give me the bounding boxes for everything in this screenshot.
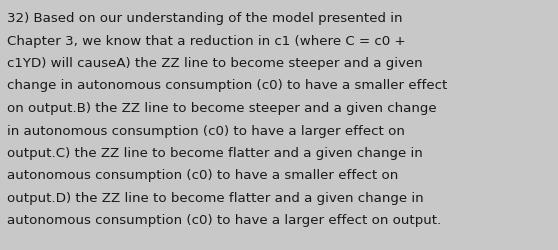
Text: Chapter 3, we know that a reduction in c1 (where C = c0 +: Chapter 3, we know that a reduction in c… [7, 34, 406, 47]
Text: in autonomous consumption (c0) to have a larger effect on: in autonomous consumption (c0) to have a… [7, 124, 405, 137]
Text: output.C) the ZZ line to become flatter and a given change in: output.C) the ZZ line to become flatter … [7, 146, 423, 159]
Text: autonomous consumption (c0) to have a smaller effect on: autonomous consumption (c0) to have a sm… [7, 169, 398, 182]
Text: change in autonomous consumption (c0) to have a smaller effect: change in autonomous consumption (c0) to… [7, 79, 448, 92]
Text: autonomous consumption (c0) to have a larger effect on output.: autonomous consumption (c0) to have a la… [7, 214, 441, 226]
Text: c1YD) will causeA) the ZZ line to become steeper and a given: c1YD) will causeA) the ZZ line to become… [7, 57, 422, 70]
Text: 32) Based on our understanding of the model presented in: 32) Based on our understanding of the mo… [7, 12, 402, 25]
Text: output.D) the ZZ line to become flatter and a given change in: output.D) the ZZ line to become flatter … [7, 191, 424, 204]
Text: on output.B) the ZZ line to become steeper and a given change: on output.B) the ZZ line to become steep… [7, 102, 436, 114]
